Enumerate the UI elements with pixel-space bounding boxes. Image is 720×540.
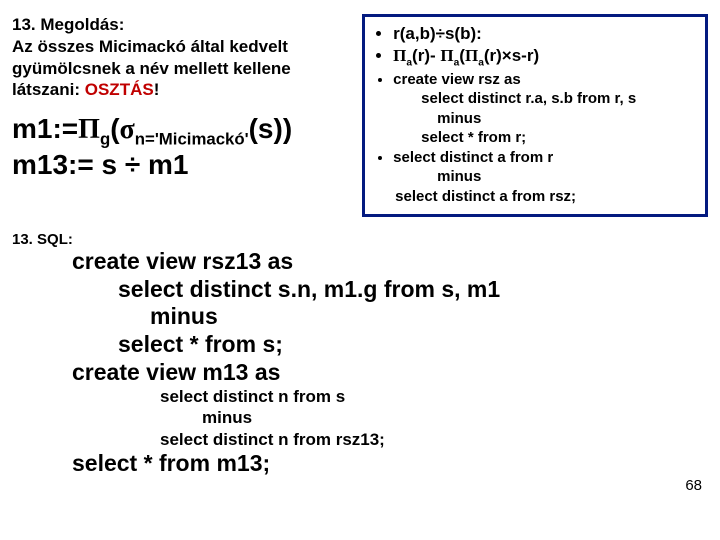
sql-l7: minus — [72, 407, 708, 428]
sql-header: 13. SQL: — [12, 231, 708, 248]
box-item-2: Πa(r)- Πa(Πa(r)×s-r) — [393, 45, 699, 70]
f1c: ( — [110, 113, 119, 144]
box-3a: select distinct r.a, s.b from r, s — [373, 89, 699, 109]
sql-l2: select distinct s.n, m1.g from s, m1 — [72, 276, 708, 304]
sql-block: create view rsz13 as select distinct s.n… — [12, 248, 708, 477]
slide: 13. Megoldás: Az összes Micimackó által … — [0, 0, 720, 540]
box-3c: select * from r; — [373, 128, 699, 148]
f1b: g — [100, 130, 110, 149]
b2m1: (r)- — [412, 46, 440, 65]
pi-symbol: Π — [78, 114, 100, 145]
formula-line-1: m1:=Πg(σn='Micimackó'(s)) — [12, 113, 354, 149]
box-4a: minus — [373, 167, 699, 187]
top-row: 13. Megoldás: Az összes Micimackó által … — [12, 14, 708, 217]
box-item-4: select distinct a from r — [393, 148, 699, 168]
formula-block: m1:=Πg(σn='Micimackó'(s)) m13:= s ÷ m1 — [12, 113, 354, 181]
osztas-word: OSZTÁS — [85, 80, 154, 99]
f1e: (s)) — [249, 113, 293, 144]
page-number: 68 — [685, 477, 702, 494]
sql-l5: create view m13 as — [72, 359, 708, 387]
sql-l9: select * from m13; — [72, 450, 708, 478]
f1a: m1:= — [12, 113, 78, 144]
box-list-2: select distinct a from r — [373, 148, 699, 168]
left-column: 13. Megoldás: Az összes Micimackó által … — [12, 14, 354, 217]
sql-l8: select distinct n from rsz13; — [72, 429, 708, 450]
box-3b: minus — [373, 109, 699, 129]
sql-l4: select * from s; — [72, 331, 708, 359]
box-item-3: create view rsz as — [393, 70, 699, 90]
formula-line-2: m13:= s ÷ m1 — [12, 149, 354, 180]
f1d: n='Micimackó' — [135, 130, 249, 149]
box-list: r(a,b)÷s(b): Πa(r)- Πa(Πa(r)×s-r) create… — [373, 23, 699, 89]
bang: ! — [154, 80, 160, 99]
pi2: Π — [393, 46, 406, 65]
sql-l3: minus — [72, 303, 708, 331]
solution-text: Az összes Micimackó által kedvelt gyümöl… — [12, 36, 354, 101]
right-box: r(a,b)÷s(b): Πa(r)- Πa(Πa(r)×s-r) create… — [362, 14, 708, 217]
sql-l6: select distinct n from s — [72, 386, 708, 407]
pi4: Π — [465, 46, 478, 65]
b2m3: (r)×s-r) — [484, 46, 539, 65]
pi3: Π — [440, 46, 453, 65]
sigma-symbol: σ — [120, 114, 135, 145]
box-item-1: r(a,b)÷s(b): — [393, 23, 699, 45]
box-4b: select distinct a from rsz; — [373, 187, 699, 207]
sql-l1: create view rsz13 as — [72, 248, 708, 276]
solution-title: 13. Megoldás: — [12, 14, 354, 36]
